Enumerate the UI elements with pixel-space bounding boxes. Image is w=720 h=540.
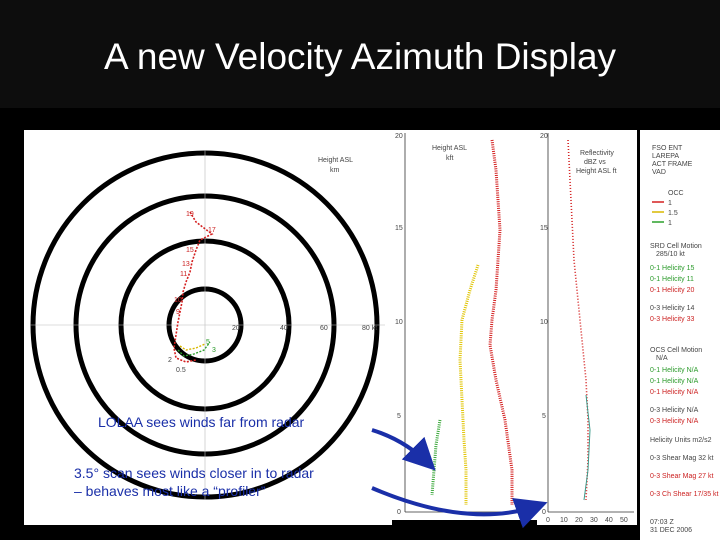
profile2-axes — [547, 133, 634, 513]
arrow-scan — [371, 486, 548, 529]
p2-xtick-20: 20 — [575, 517, 583, 524]
svg-text:0-3 Helicity 14: 0-3 Helicity 14 — [650, 305, 694, 312]
height-label-17: 17 — [208, 227, 216, 234]
profile1-axes — [404, 133, 535, 513]
profile2-red-trace — [567, 139, 589, 501]
p2-tick-5: 5 — [542, 413, 546, 420]
svg-text:SRD Cell Motion: SRD Cell Motion — [650, 243, 702, 250]
legend-shear: Helicity Units m2/s2 0-3 Shear Mag 32 kt… — [650, 437, 719, 534]
title-bar — [0, 0, 720, 108]
p1-tick-15: 15 — [395, 225, 403, 232]
svg-text:OCS Cell Motion: OCS Cell Motion — [650, 347, 702, 354]
svg-text:1: 1 — [668, 200, 672, 207]
hodograph-trace-green — [177, 341, 211, 357]
reflectivity-panel — [537, 130, 637, 525]
svg-text:0-1 Helicity 20: 0-1 Helicity 20 — [650, 287, 694, 294]
profile1-yellow-trace — [458, 264, 480, 505]
p2-label-2: dBZ vs — [584, 159, 606, 166]
p2-tick-10: 10 — [540, 319, 548, 326]
p2-label-3: Height ASL ft — [576, 168, 617, 175]
p2-xtick-40: 40 — [605, 517, 613, 524]
legend-srh: SRD Cell Motion 285/10 kt 0-1 Helicity 1… — [650, 243, 702, 323]
legend-panel — [640, 130, 720, 540]
height-label-05: 0.5 — [176, 367, 186, 374]
svg-text:1.5: 1.5 — [668, 210, 678, 217]
height-label-3: 3 — [212, 347, 216, 354]
svg-text:0-3 Helicity N/A: 0-3 Helicity N/A — [650, 418, 699, 425]
svg-text:FSO ENT: FSO ENT — [652, 145, 683, 152]
svg-text:ACT FRAME: ACT FRAME — [652, 161, 693, 168]
svg-text:0-3 Shear Mag 32 kt: 0-3 Shear Mag 32 kt — [650, 455, 713, 462]
height-label-13: 13 — [182, 261, 190, 268]
svg-text:0-3 Ch Shear 17/35 kt: 0-3 Ch Shear 17/35 kt — [650, 491, 719, 498]
profile2-teal-trace — [583, 394, 591, 501]
height-label-15: 15 — [186, 247, 194, 254]
svg-text:0-1 Helicity N/A: 0-1 Helicity N/A — [650, 367, 699, 374]
svg-text:0-1 Helicity N/A: 0-1 Helicity N/A — [650, 389, 699, 396]
svg-text:0-1 Helicity 11: 0-1 Helicity 11 — [650, 276, 694, 283]
height-label-11: 11 — [180, 271, 187, 278]
ring-label-60: 60 — [320, 325, 328, 332]
p2-xtick-10: 10 — [560, 517, 568, 524]
hodograph-trace-yellow — [179, 343, 206, 351]
ring-label-20: 20 — [232, 325, 240, 332]
hodo-axis-title-2: km — [330, 167, 340, 174]
slide-title: A new Velocity Azimuth Display — [103, 36, 617, 77]
p2-tick-0: 0 — [542, 509, 546, 516]
p2-tick-20: 20 — [540, 133, 548, 140]
p1-label-2: kft — [446, 155, 453, 162]
p1-tick-20: 20 — [395, 133, 403, 140]
svg-text:N/A: N/A — [656, 355, 668, 362]
height-label-19: 19 — [186, 211, 194, 218]
p2-xtick-0: 0 — [546, 517, 550, 524]
svg-text:31 DEC 2006: 31 DEC 2006 — [650, 527, 692, 534]
svg-text:OCC: OCC — [668, 190, 684, 197]
svg-text:0-3 Helicity N/A: 0-3 Helicity N/A — [650, 407, 699, 414]
svg-text:1: 1 — [668, 220, 672, 227]
annotation-scan-line2: – behaves most like a “profiler” — [74, 483, 266, 499]
legend-occ: OCC 1 1.5 1 — [652, 190, 684, 227]
p1-tick-10: 10 — [395, 319, 403, 326]
p2-xtick-30: 30 — [590, 517, 598, 524]
hodo-axis-title-1: Height ASL — [318, 157, 353, 164]
hodograph-trace-red — [173, 211, 214, 363]
svg-text:0-1 Helicity N/A: 0-1 Helicity N/A — [650, 378, 699, 385]
height-label-9: 9 — [176, 309, 180, 316]
profile1-red-trace — [488, 139, 514, 505]
svg-text:285/10 kt: 285/10 kt — [656, 251, 685, 258]
height-label-2: 2 — [168, 357, 172, 364]
p1-tick-5: 5 — [397, 413, 401, 420]
annotation-scan-line1: 3.5° scan sees winds closer in to radar — [74, 465, 314, 481]
p2-tick-15: 15 — [540, 225, 548, 232]
p1-label-1: Height ASL — [432, 145, 467, 152]
ring-label-40: 40 — [280, 325, 288, 332]
svg-text:07:03 Z: 07:03 Z — [650, 519, 674, 526]
p1-tick-0: 0 — [397, 509, 401, 516]
svg-text:LAREPA: LAREPA — [652, 153, 679, 160]
legend-header: FSO ENT LAREPA ACT FRAME VAD — [652, 145, 693, 176]
p2-xtick-50: 50 — [620, 517, 628, 524]
svg-text:0-1 Helicity 15: 0-1 Helicity 15 — [650, 265, 694, 272]
profile1-green-trace — [430, 419, 442, 496]
svg-text:Helicity Units m2/s2: Helicity Units m2/s2 — [650, 437, 712, 444]
svg-text:0-3 Shear Mag 27 kt: 0-3 Shear Mag 27 kt — [650, 473, 713, 480]
legend-occ-cell: OCS Cell Motion N/A 0-1 Helicity N/A 0-1… — [650, 347, 702, 425]
ring-label-80: 80 kt — [362, 325, 377, 332]
height-label-5: 5 — [206, 339, 210, 346]
p2-label-1: Reflectivity — [580, 150, 614, 157]
height-label-10: 10 — [174, 297, 182, 304]
svg-text:VAD: VAD — [652, 169, 666, 176]
annotation-lolaa: LOLAA sees winds far from radar — [98, 414, 305, 430]
svg-text:0-3 Helicity 33: 0-3 Helicity 33 — [650, 316, 694, 323]
arrow-lolaa — [371, 428, 436, 471]
